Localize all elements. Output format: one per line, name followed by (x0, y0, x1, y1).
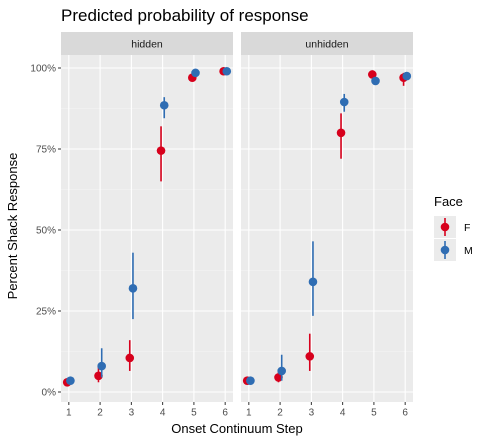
data-point (156, 146, 166, 155)
x-tick-label: 6 (402, 408, 408, 419)
strip-background (241, 32, 413, 55)
data-point (368, 70, 377, 79)
data-point (128, 284, 138, 293)
facets: hidden 1 2 3 4 5 6 0% 25% 50% 75% 100% unhidden 1 2 3 4 5… (30, 32, 413, 419)
x-tick-label: 6 (222, 408, 228, 419)
x-axis-title: Onset Continuum Step (171, 421, 303, 436)
data-point (97, 361, 106, 371)
legend-title: Face (434, 194, 463, 209)
x-tick-label: 5 (191, 408, 197, 419)
x-tick-label: 2 (277, 408, 283, 419)
legend-key-point (440, 245, 450, 255)
data-point (66, 376, 75, 385)
panel-background (61, 55, 233, 402)
x-tick-label: 4 (160, 408, 166, 419)
y-tick-label: 75% (36, 145, 56, 156)
data-point (305, 352, 315, 361)
data-point (125, 353, 135, 363)
data-point (339, 97, 349, 107)
data-point (402, 71, 412, 81)
x-tick-label: 3 (129, 408, 135, 419)
data-point (274, 373, 283, 382)
legend-label: F (464, 222, 470, 234)
x-tick-label: 5 (371, 408, 377, 419)
strip-label: unhidden (305, 39, 348, 51)
data-point (371, 76, 380, 86)
data-point (308, 277, 318, 287)
legend-key-point (440, 222, 450, 232)
y-tick-label: 0% (42, 388, 57, 399)
data-point (222, 66, 232, 76)
legend-label: M (464, 245, 473, 257)
facet-panel-unhidden: unhidden 1 2 3 4 5 6 (241, 32, 413, 419)
data-point (94, 371, 103, 381)
x-tick-label: 3 (309, 408, 315, 419)
data-point (191, 68, 200, 78)
panel-background (241, 55, 413, 402)
x-tick-label: 2 (97, 408, 103, 419)
legend-item-M: M (434, 239, 473, 261)
y-tick-label: 50% (36, 226, 56, 237)
strip-label: hidden (131, 39, 163, 51)
chart-title: Predicted probability of response (61, 6, 309, 25)
data-point (277, 366, 286, 376)
y-tick-label: 25% (36, 307, 56, 318)
series-M (246, 71, 412, 385)
data-point (159, 100, 169, 110)
x-tick-label: 1 (246, 408, 252, 419)
legend-item-F: F (434, 216, 470, 238)
data-point (246, 376, 255, 385)
x-tick-label: 4 (340, 408, 346, 419)
legend: Face FM (434, 194, 473, 261)
x-tick-label: 1 (66, 408, 72, 419)
y-axis-title: Percent Shack Response (5, 153, 20, 300)
strip-background (61, 32, 233, 55)
y-tick-label: 100% (30, 64, 56, 75)
data-point (336, 128, 346, 138)
series-M (66, 66, 232, 385)
facet-panel-hidden: hidden 1 2 3 4 5 6 0% 25% 50% 75% 100% (30, 32, 233, 419)
